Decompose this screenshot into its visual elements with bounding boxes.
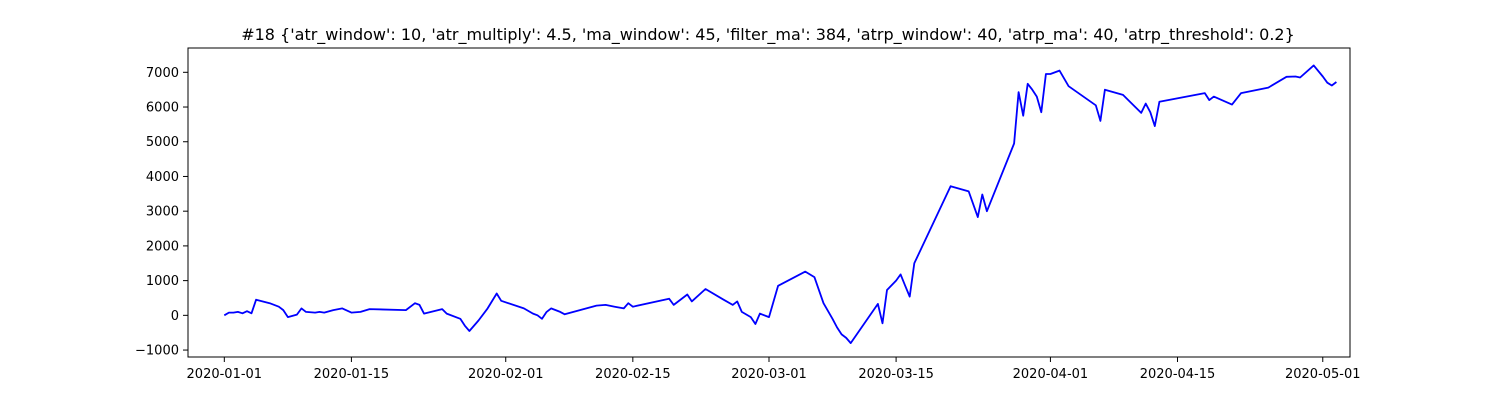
x-tick-label: 2020-02-15 [595,367,671,382]
y-tick-label: 3000 [146,205,179,220]
x-tick-label: 2020-04-15 [1140,367,1216,382]
x-tick-label: 2020-01-15 [314,367,390,382]
y-tick-label: 7000 [146,66,179,81]
x-axis: 2020-01-01 2020-01-15 2020-02-01 2020-02-15… [187,357,1361,382]
y-tick-label: 4000 [146,170,179,185]
x-tick-label: 2020-02-01 [468,367,544,382]
y-tick-label: 0 [171,309,179,324]
plot-area: 2020-01-01 2020-01-15 2020-02-01 2020-02-15… [135,47,1361,382]
x-tick-label: 2020-04-01 [1013,367,1089,382]
y-axis: −1000 0 1000 2000 3000 4000 5000 6000 7000 [135,66,188,359]
series-layer [223,64,1337,345]
y-tick-label: −1000 [135,344,179,359]
x-tick-label: 2020-05-01 [1285,367,1361,382]
x-tick-label: 2020-03-15 [858,367,934,382]
x-tick-label: 2020-03-01 [731,367,807,382]
y-tick-label: 5000 [146,135,179,150]
y-tick-label: 1000 [146,274,179,289]
series-line [223,64,1337,345]
x-tick-label: 2020-01-01 [187,367,263,382]
chart-title: #18 {'atr_window': 10, 'atr_multiply': 4… [241,25,1295,45]
y-tick-label: 2000 [146,239,179,254]
y-tick-label: 6000 [146,101,179,116]
